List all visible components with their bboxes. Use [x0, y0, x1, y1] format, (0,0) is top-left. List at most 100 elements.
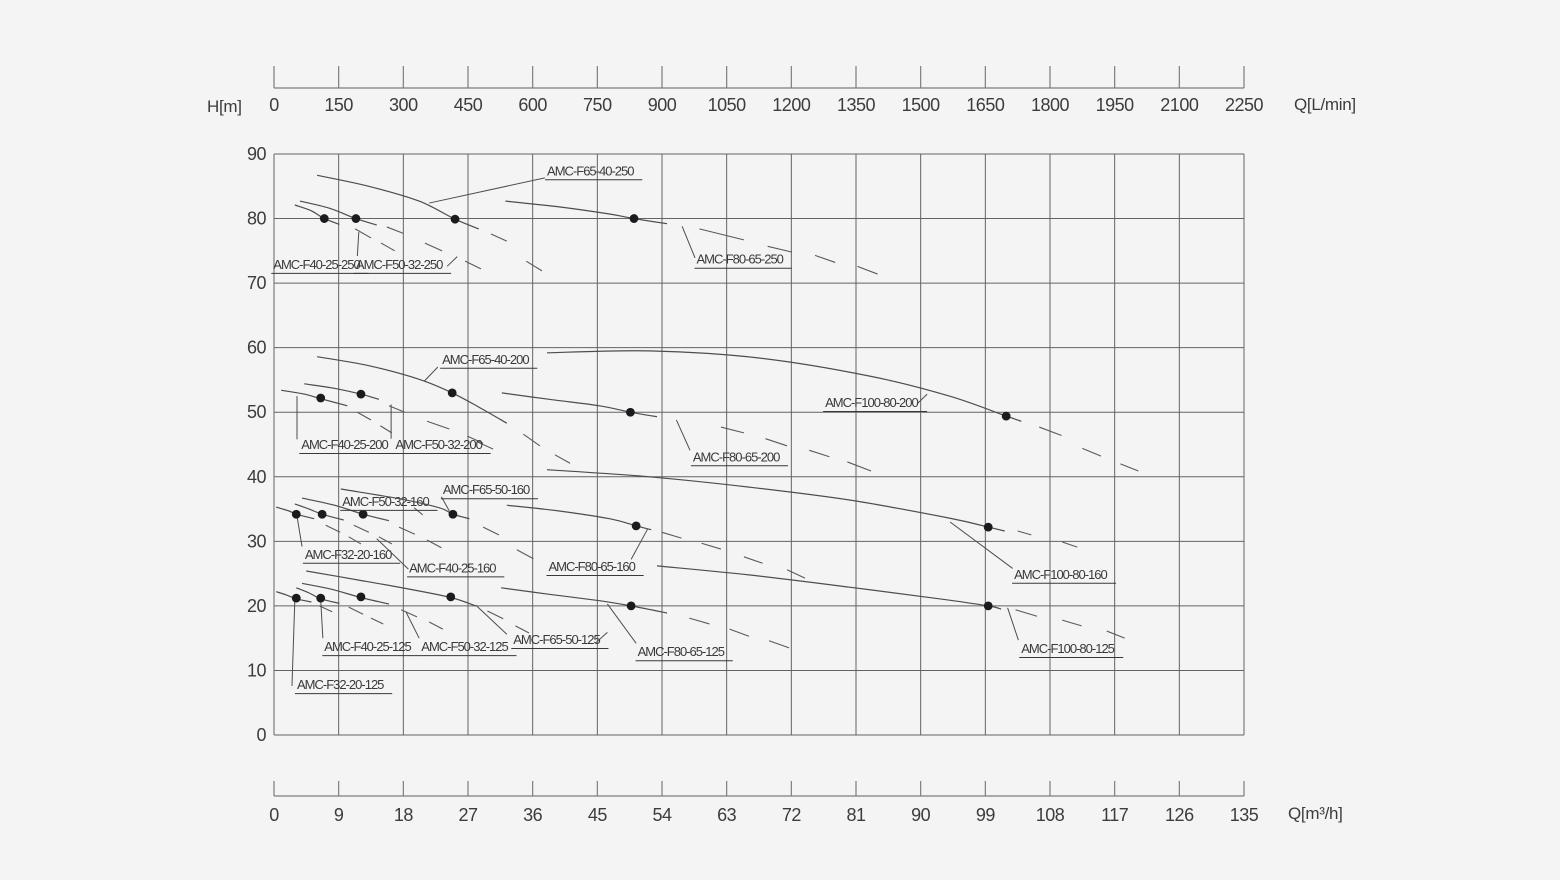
- duty-point-AMC-F40-25-125: [316, 593, 326, 603]
- curve-dash-AMC-F80-65-250: [767, 245, 793, 253]
- series-AMC-F65-50-160: AMC-F65-50-160: [340, 482, 539, 560]
- label-AMC-F32-20-125: AMC-F32-20-125: [297, 677, 384, 692]
- label-AMC-F100-80-200: AMC-F100-80-200: [825, 395, 918, 410]
- curve-solid-AMC-F50-32-200: [304, 383, 380, 400]
- curve-dash-AMC-F65-50-125: [515, 625, 530, 634]
- series-AMC-F32-20-160: AMC-F32-20-160: [276, 506, 401, 564]
- bottom-axis-tick-label: 27: [458, 805, 478, 825]
- label-leader-AMC-F50-32-250: [446, 256, 458, 267]
- duty-point-AMC-F65-40-200: [447, 388, 457, 398]
- curve-dash-AMC-F50-32-125: [400, 609, 418, 618]
- label-leader-AMC-F100-80-125: [1007, 607, 1019, 641]
- duty-point-AMC-F100-80-160: [983, 522, 993, 532]
- duty-point-AMC-F80-65-200: [625, 407, 635, 417]
- y-axis-tick-label: 50: [247, 402, 267, 422]
- top-axis-tick-label: 1500: [902, 95, 941, 115]
- series-AMC-F40-25-250: AMC-F40-25-250: [271, 204, 395, 274]
- top-axis-tick-label: 450: [454, 95, 483, 115]
- top-axis-tick-label: 2100: [1160, 95, 1199, 115]
- y-axis-tick-label: 90: [247, 144, 267, 164]
- bottom-axis-tick-label: 99: [976, 805, 996, 825]
- series-AMC-F40-25-160: AMC-F40-25-160: [294, 503, 505, 578]
- label-AMC-F80-65-125: AMC-F80-65-125: [638, 644, 725, 659]
- duty-point-AMC-F50-32-160: [358, 509, 368, 519]
- curve-dash-AMC-F80-65-125: [729, 628, 750, 637]
- y-axis-tick-label: 30: [247, 531, 267, 551]
- curve-dash-AMC-F40-25-160: [353, 524, 370, 533]
- series-AMC-F50-32-125: AMC-F50-32-125: [301, 582, 517, 657]
- label-AMC-F80-65-160: AMC-F80-65-160: [548, 559, 635, 574]
- series-AMC-F100-80-200: AMC-F100-80-200: [546, 350, 1139, 472]
- curve-dash-AMC-F100-80-160: [1017, 530, 1032, 536]
- curve-solid-AMC-F40-25-125: [296, 587, 340, 604]
- top-axis-tick-label: 1800: [1031, 95, 1070, 115]
- top-axis-tick-label: 2250: [1225, 95, 1264, 115]
- top-axis-tick-label: 900: [648, 95, 677, 115]
- duty-point-AMC-F65-40-250: [450, 214, 460, 224]
- series-AMC-F100-80-125: AMC-F100-80-125: [656, 565, 1125, 659]
- bottom-axis-unit-label: Q[m³/h]: [1288, 804, 1343, 823]
- curve-dash-AMC-F65-50-160: [516, 549, 534, 560]
- duty-point-AMC-F50-32-125: [356, 592, 366, 602]
- label-AMC-F32-20-160: AMC-F32-20-160: [305, 547, 392, 562]
- label-AMC-F40-25-250: AMC-F40-25-250: [273, 257, 360, 272]
- duty-point-AMC-F100-80-200: [1001, 411, 1011, 421]
- duty-point-AMC-F100-80-125: [983, 601, 993, 611]
- label-AMC-F65-50-160: AMC-F65-50-160: [443, 482, 530, 497]
- bottom-axis-tick-label: 81: [846, 805, 866, 825]
- top-axis-tick-label: 1650: [966, 95, 1005, 115]
- duty-point-AMC-F80-65-250: [629, 214, 639, 223]
- curve-dash-AMC-F100-80-125: [1106, 630, 1125, 639]
- bottom-axis-tick-label: 72: [782, 805, 802, 825]
- label-leader-AMC-F40-25-125: [320, 600, 324, 639]
- curve-dash-AMC-F100-80-200: [1082, 447, 1102, 457]
- series-AMC-F80-65-200: AMC-F80-65-200: [501, 392, 872, 472]
- curve-solid-AMC-F65-50-125: [306, 570, 477, 607]
- curve-solid-AMC-F80-65-200: [501, 392, 658, 418]
- bottom-axis-tick-label: 45: [588, 805, 608, 825]
- duty-point-AMC-F80-65-125: [626, 601, 636, 611]
- curve-solid-AMC-F50-32-250: [299, 200, 377, 226]
- curve-solid-AMC-F50-32-160: [301, 497, 390, 522]
- duty-point-AMC-F65-50-160: [448, 509, 458, 519]
- curve-solid-AMC-F65-40-250: [316, 174, 480, 230]
- curve-dash-AMC-F65-40-200: [523, 433, 541, 447]
- curve-dash-AMC-F50-32-125: [428, 621, 444, 630]
- duty-point-AMC-F40-25-160: [317, 509, 327, 519]
- series-AMC-F50-32-250: AMC-F50-32-250: [299, 200, 482, 274]
- bottom-axis-tick-label: 54: [652, 805, 672, 825]
- curve-dash-AMC-F100-80-200: [1120, 463, 1139, 472]
- bottom-axis-tick-label: 135: [1230, 805, 1259, 825]
- duty-point-AMC-F32-20-160: [291, 509, 301, 519]
- label-AMC-F80-65-250: AMC-F80-65-250: [696, 252, 783, 267]
- label-AMC-F40-25-200: AMC-F40-25-200: [301, 437, 388, 452]
- curve-dash-AMC-F65-40-200: [554, 454, 571, 464]
- label-leader-AMC-F50-32-160: [413, 507, 424, 516]
- label-leader-AMC-F65-50-125: [475, 604, 508, 635]
- y-axis-unit-label: H[m]: [207, 97, 242, 116]
- curve-dash-AMC-F100-80-125: [1015, 609, 1038, 617]
- curve-dash-AMC-F40-25-250: [380, 242, 395, 252]
- top-axis-tick-label: 0: [269, 95, 279, 115]
- top-axis-tick-label: 300: [389, 95, 418, 115]
- curve-solid-AMC-F40-25-200: [281, 389, 348, 407]
- series-AMC-F50-32-200: AMC-F50-32-200: [304, 383, 494, 455]
- curve-dash-AMC-F100-80-200: [1039, 426, 1062, 436]
- curve-dash-AMC-F50-32-160: [426, 539, 442, 549]
- label-leader-AMC-F80-65-160: [630, 528, 649, 560]
- label-leader-AMC-F32-20-125: [291, 600, 296, 686]
- curve-solid-AMC-F80-65-250: [505, 200, 668, 225]
- curve-solid-AMC-F40-25-160: [294, 503, 344, 521]
- curve-dash-AMC-F65-50-125: [487, 610, 504, 620]
- top-axis-tick-label: 1050: [708, 95, 747, 115]
- y-axis-tick-label: 80: [247, 209, 267, 229]
- curve-dash-AMC-F80-65-160: [786, 569, 806, 579]
- curve-dash-AMC-F32-20-160: [348, 536, 362, 545]
- bottom-axis-tick-label: 63: [717, 805, 737, 825]
- curve-dash-AMC-F80-65-250: [814, 254, 836, 263]
- label-AMC-F50-32-160: AMC-F50-32-160: [342, 494, 429, 509]
- curve-dash-AMC-F100-80-125: [1062, 619, 1082, 627]
- series-AMC-F80-65-125: AMC-F80-65-125: [501, 587, 790, 662]
- top-axis-unit-label: Q[L/min]: [1294, 95, 1356, 114]
- label-AMC-F50-32-125: AMC-F50-32-125: [421, 639, 508, 654]
